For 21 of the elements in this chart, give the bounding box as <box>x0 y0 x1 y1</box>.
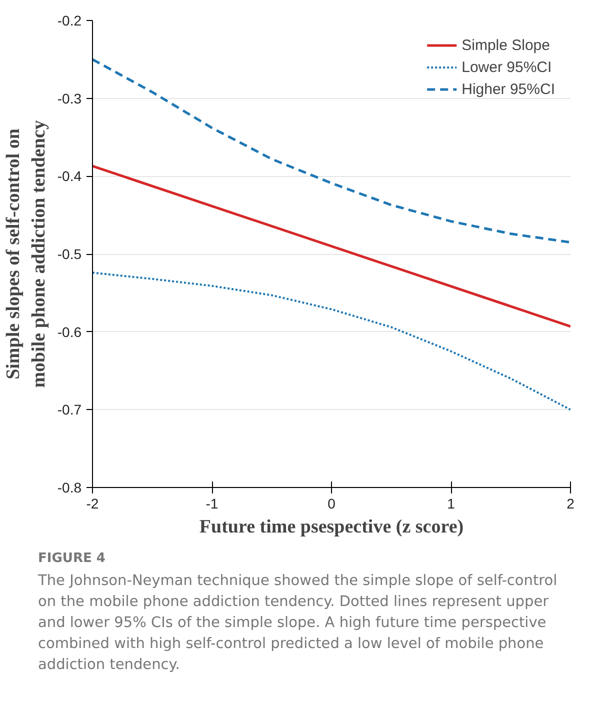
y-tick-label: -0.5 <box>57 246 82 262</box>
y-tick-label: -0.6 <box>57 324 82 340</box>
y-tick-label: -0.8 <box>57 480 82 496</box>
text: The Johnson-Neyman technique showed the simple slope of self-control on the mobile phone addiction tendency. Dotted lines represent upper and lower 95% CIs of the simple slope. A high future time perspective combined with high self-control predicted a low level of mobile phone addiction tendency. <box>38 572 558 675</box>
legend-label: Higher 95%CI <box>462 80 555 98</box>
y-tick-label: -0.4 <box>57 168 82 184</box>
x-tick-label: -2 <box>86 496 99 512</box>
y-tick-label: -0.7 <box>57 402 82 418</box>
legend-label: Lower 95%CI <box>462 58 552 76</box>
y-tick-label: -0.2 <box>57 12 82 28</box>
legend-label: Simple Slope <box>462 36 550 54</box>
caption: FIGURE 4 <box>38 550 106 568</box>
line-series <box>92 58 570 244</box>
x-tick-label: 2 <box>566 496 575 512</box>
x-axis-title: Future time psespective (z score) <box>199 516 464 538</box>
line-series <box>92 272 570 411</box>
x-tick-label: 1 <box>447 496 456 512</box>
y-tick-label: -0.3 <box>57 90 82 106</box>
x-tick-label: 0 <box>328 496 336 512</box>
y-axis-title: Simple slopes of self-control on mobile phone addiction tendency <box>3 120 50 388</box>
x-tick-label: -1 <box>206 496 218 512</box>
